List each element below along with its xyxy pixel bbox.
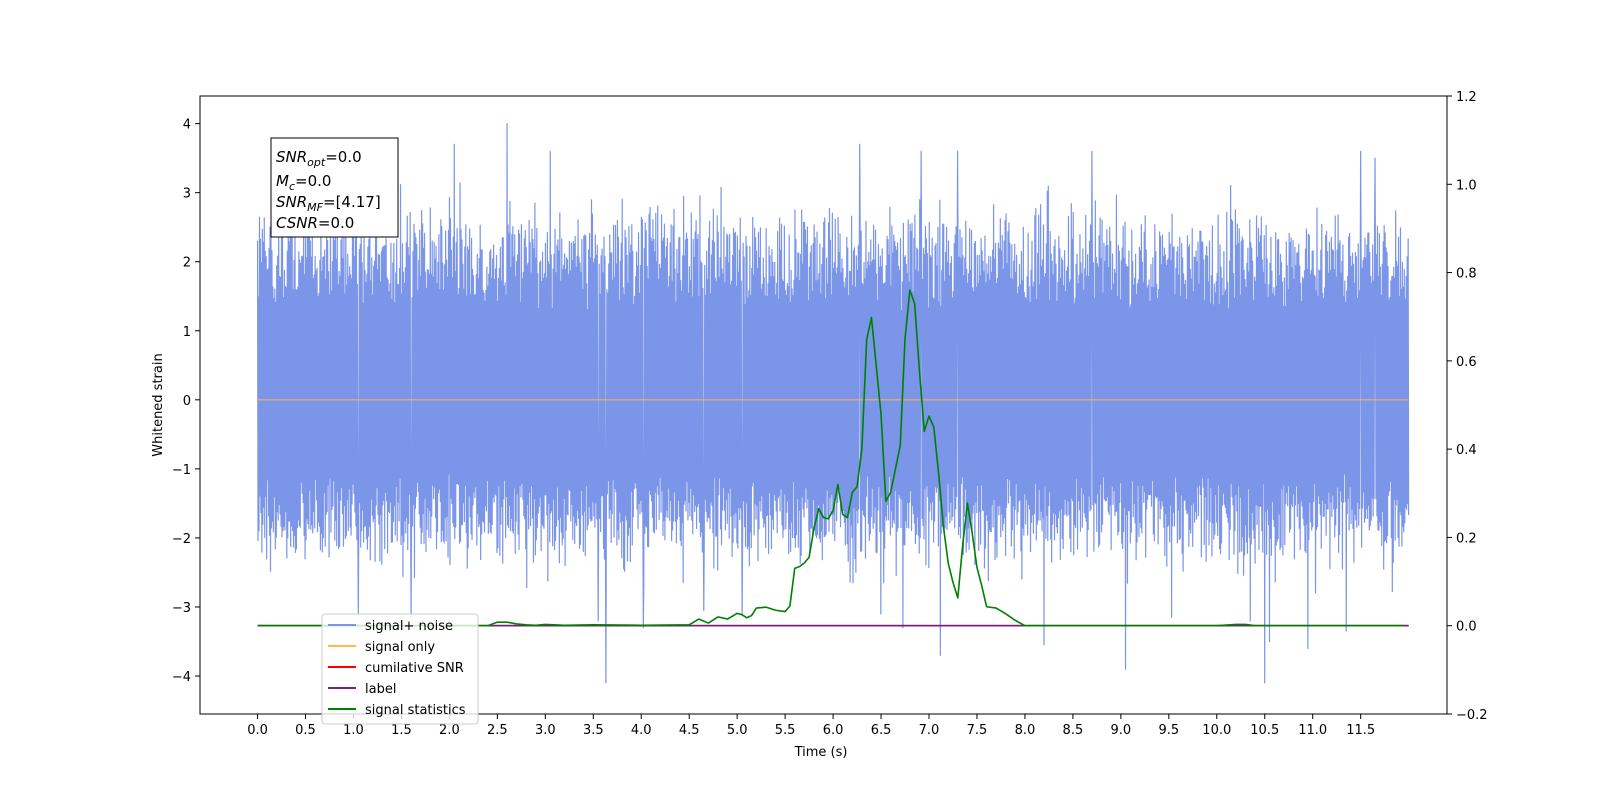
legend-label-label: label [365,682,396,697]
y-tick-label: −3 [172,601,191,616]
x-tick-label: 8.5 [1063,723,1084,738]
info-snr-opt: SNRopt=0.0 [276,148,362,169]
x-tick-label: 6.5 [871,723,892,738]
y2-tick-label: 1.0 [1456,178,1477,193]
y-axis-title: Whitened strain [151,353,166,456]
x-tick-label: 5.0 [727,723,748,738]
x-axis: 0.0 0.5 1.0 1.5 2.0 2.5 3.0 3.5 4.0 4.5 5.0 5.5 6.0 6… [247,714,1375,738]
x-tick-label: 5.5 [775,723,796,738]
signal-noise-line [256,123,1410,684]
x-tick-label: 1.0 [343,723,364,738]
info-chirp-mass: Mc=0.0 [276,172,331,193]
info-csnr: CSNR=0.0 [276,214,354,232]
y-tick-label: 3 [183,187,191,202]
legend: signal+ noise signal only cumilative SNR… [321,613,479,725]
y-tick-label: 2 [183,256,191,271]
x-tick-label: 3.5 [583,723,604,738]
y-axis-left: −4 −3 −2 −1 0 1 2 3 4 [172,118,200,685]
x-tick-label: 9.0 [1111,723,1132,738]
y2-tick-label: 1.2 [1456,90,1477,105]
plot-frame [199,95,1448,715]
y-tick-label: 4 [183,118,191,133]
signal-noise-series [256,123,1410,684]
y2-tick-label: 0.8 [1456,267,1477,282]
x-tick-label: 2.0 [439,723,460,738]
x-tick-label: 1.5 [391,723,412,738]
x-tick-label: 6.0 [823,723,844,738]
y-tick-label: 0 [183,394,191,409]
y-tick-label: −4 [172,670,191,685]
legend-label-signal-noise: signal+ noise [365,619,453,634]
legend-label-signal-only: signal only [365,640,435,655]
x-tick-label: 3.0 [535,723,556,738]
x-tick-label: 10.0 [1202,723,1231,738]
signal-statistics-line [257,289,1404,627]
y2-tick-label: −0.2 [1456,708,1488,723]
y-axis-right: −0.2 0.0 0.2 0.4 0.6 0.8 1.0 1.2 [1447,90,1488,723]
x-tick-label: 2.5 [487,723,508,738]
x-tick-label: 0.0 [247,723,268,738]
y2-tick-label: 0.2 [1456,531,1477,546]
y-tick-label: −1 [172,463,191,478]
x-tick-label: 0.5 [295,723,316,738]
x-tick-label: 11.0 [1298,723,1327,738]
info-annotation-box: SNRopt=0.0 Mc=0.0 SNRMF=[4.17] CSNR=0.0 [270,137,399,238]
legend-label-signal-statistics: signal statistics [365,703,466,718]
legend-label-cumilative-snr: cumilative SNR [365,661,464,676]
x-tick-label: 4.0 [631,723,652,738]
y2-tick-label: 0.6 [1456,355,1477,370]
legend-frame [321,613,479,725]
x-axis-title: Time (s) [794,745,848,760]
x-tick-label: 10.5 [1250,723,1279,738]
y-tick-label: −2 [172,532,191,547]
y2-tick-label: 0.0 [1456,620,1477,635]
info-box-frame [270,137,399,238]
y2-tick-label: 0.4 [1456,443,1477,458]
x-tick-label: 9.5 [1158,723,1179,738]
x-tick-label: 4.5 [679,723,700,738]
x-tick-label: 8.0 [1015,723,1036,738]
y-tick-label: 1 [183,325,191,340]
x-tick-label: 7.5 [967,723,988,738]
info-snr-mf: SNRMF=[4.17] [276,193,381,214]
x-tick-label: 11.5 [1346,723,1375,738]
x-tick-label: 7.0 [919,723,940,738]
